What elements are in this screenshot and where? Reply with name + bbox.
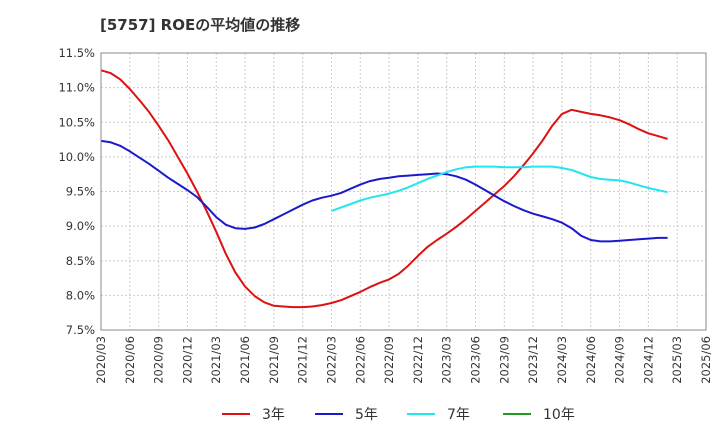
x-tick-label: 2020/09 [152,336,166,384]
x-tick-label: 2025/06 [699,336,713,384]
series-line-1 [100,139,668,243]
y-tick-label: 10.0% [58,150,95,164]
x-tick-label: 2024/03 [555,336,569,384]
plot-area-frame [100,52,707,331]
legend-label: 10年 [543,407,575,423]
x-axis-ticks: 2020/03 2020/06 2020/09 2020/12 2021/03 2021/… [94,336,713,384]
legend-label: 7年 [447,407,470,423]
x-tick-label: 2021/03 [209,336,223,384]
x-tick-label: 2020/03 [94,336,108,384]
x-tick-label: 2020/12 [180,336,194,384]
x-tick-label: 2022/06 [353,336,367,384]
x-tick-label: 2022/09 [382,336,396,384]
y-tick-label: 9.0% [66,219,95,233]
y-tick-label: 8.5% [66,254,95,268]
x-tick-label: 2022/12 [411,336,425,384]
x-tick-label: 2025/03 [670,336,684,384]
series-line-0 [100,69,668,309]
x-tick-label: 2021/09 [267,336,281,384]
y-tick-label: 11.5% [58,46,95,60]
x-tick-label: 2021/06 [238,336,252,384]
y-tick-label: 7.5% [66,323,95,337]
y-tick-label: 11.0% [58,81,95,95]
x-tick-label: 2023/06 [469,336,483,384]
x-tick-label: 2024/12 [641,336,655,384]
y-tick-label: 9.5% [66,185,95,199]
x-tick-label: 2023/09 [497,336,511,384]
legend: 3年 5年 7年 10年 [222,407,575,423]
x-tick-label: 2021/12 [296,336,310,384]
y-tick-label: 8.0% [66,288,95,302]
series-line-2 [331,165,668,212]
x-tick-label: 2023/03 [440,336,454,384]
y-tick-label: 10.5% [58,115,95,129]
grid-layer [100,52,707,331]
y-axis-ticks: 7.5% 8.0% 8.5% 9.0% 9.5% 10.0% 10.5% 11.0% 11.5% [58,46,95,337]
x-tick-label: 2023/12 [526,336,540,384]
legend-label: 5年 [355,407,378,423]
series-layer [100,69,668,309]
x-tick-label: 2022/03 [324,336,338,384]
x-tick-label: 2024/09 [613,336,627,384]
x-tick-label: 2024/06 [584,336,598,384]
x-tick-label: 2020/06 [123,336,137,384]
legend-label: 3年 [262,407,285,423]
chart-title: [5757] ROEの平均値の推移 [100,16,300,34]
